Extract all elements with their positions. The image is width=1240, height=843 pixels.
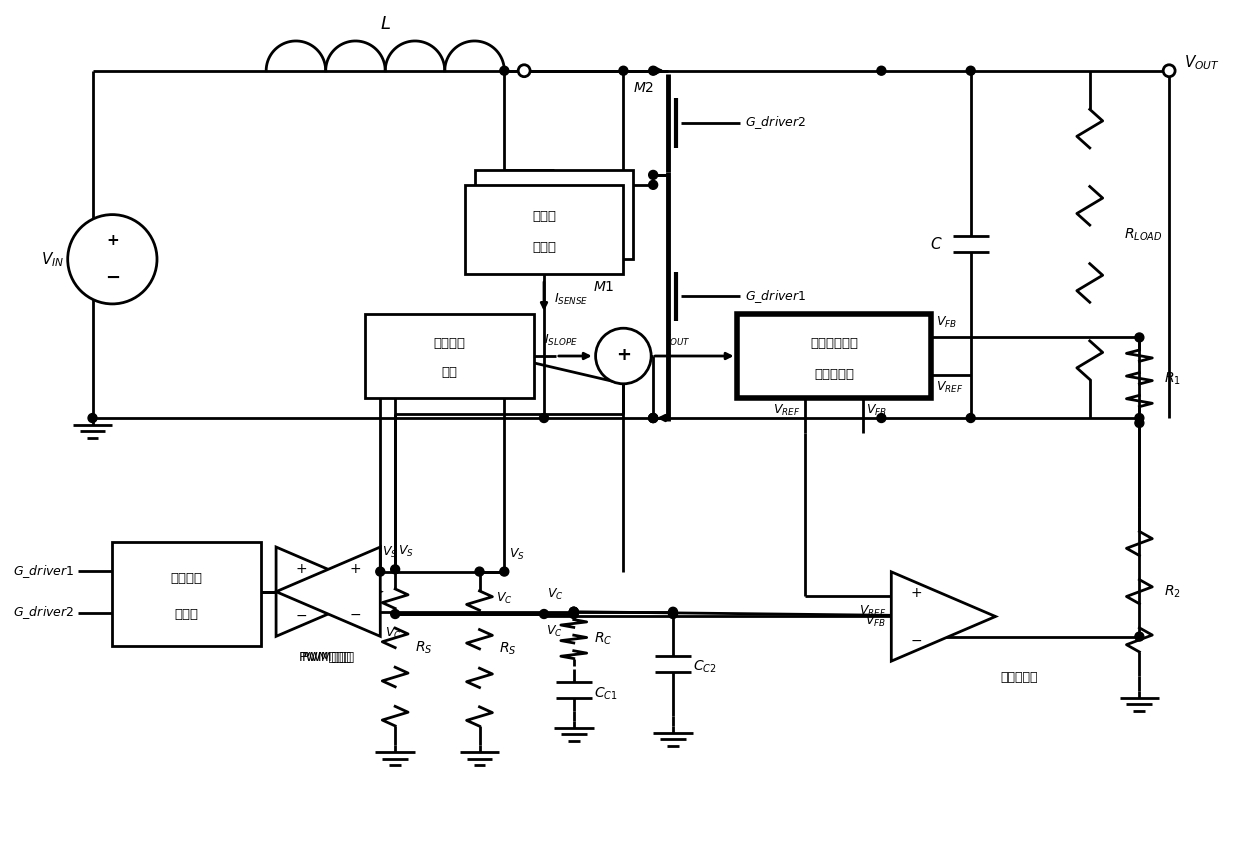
Text: $C$: $C$: [930, 236, 942, 252]
Circle shape: [619, 67, 627, 75]
Text: 斜坡补偿: 斜坡补偿: [434, 337, 466, 350]
Text: $G\_driver2$: $G\_driver2$: [14, 604, 74, 621]
Circle shape: [1135, 632, 1143, 641]
Text: $C_{C2}$: $C_{C2}$: [693, 658, 717, 674]
Text: $V_{REF}$: $V_{REF}$: [936, 379, 963, 395]
Text: 电流采: 电流采: [542, 195, 565, 207]
Circle shape: [1135, 414, 1143, 422]
Text: $V_{FB}$: $V_{FB}$: [867, 403, 888, 418]
Text: $V_C$: $V_C$: [546, 624, 562, 639]
Circle shape: [68, 215, 157, 304]
Text: $V_{REF}$: $V_{REF}$: [773, 403, 800, 418]
Polygon shape: [892, 572, 996, 661]
Text: $-$: $-$: [295, 608, 308, 622]
Text: $I_{SLOPE}$: $I_{SLOPE}$: [544, 333, 578, 348]
Text: 电路: 电路: [441, 367, 458, 379]
Circle shape: [569, 607, 578, 616]
Circle shape: [88, 414, 97, 422]
Circle shape: [966, 67, 975, 75]
Text: $R_S$: $R_S$: [500, 641, 517, 657]
Text: $V_{FB}$: $V_{FB}$: [866, 614, 887, 629]
Circle shape: [539, 609, 548, 619]
Circle shape: [569, 609, 578, 619]
Circle shape: [649, 170, 657, 180]
Bar: [366, 314, 534, 398]
Bar: [465, 185, 624, 274]
Text: $R_{LOAD}$: $R_{LOAD}$: [1125, 226, 1163, 243]
Circle shape: [500, 67, 508, 75]
Text: $V_{REF}$: $V_{REF}$: [859, 604, 887, 620]
Text: PWM比较器: PWM比较器: [301, 651, 355, 664]
Text: $+$: $+$: [350, 562, 362, 577]
Text: $V_{FB}$: $V_{FB}$: [936, 314, 957, 330]
Text: 样电路: 样电路: [532, 241, 556, 254]
Text: $R_S$: $R_S$: [415, 639, 433, 656]
Bar: [113, 542, 262, 647]
Circle shape: [391, 565, 399, 574]
Circle shape: [649, 414, 657, 422]
Text: $R_C$: $R_C$: [594, 631, 613, 647]
Circle shape: [500, 567, 508, 576]
Circle shape: [518, 65, 531, 77]
Text: $V_C$: $V_C$: [386, 626, 402, 641]
Circle shape: [376, 567, 384, 576]
Text: $V_S$: $V_S$: [398, 545, 414, 560]
Text: PWM比较器: PWM比较器: [299, 651, 352, 664]
Text: $G\_driver1$: $G\_driver1$: [745, 288, 807, 305]
Circle shape: [569, 607, 578, 616]
Text: $V_S$: $V_S$: [382, 545, 398, 560]
Polygon shape: [277, 547, 381, 636]
Text: $-$: $-$: [350, 607, 362, 621]
Text: 自适应瞬态响: 自适应瞬态响: [810, 337, 858, 350]
Circle shape: [1135, 418, 1143, 427]
Circle shape: [475, 567, 484, 576]
Text: $+$: $+$: [295, 561, 308, 576]
Text: $V_S$: $V_S$: [510, 546, 525, 561]
Text: $+$: $+$: [910, 587, 923, 600]
Circle shape: [649, 67, 657, 75]
Text: 误差放大器: 误差放大器: [1001, 671, 1038, 684]
Text: +: +: [616, 346, 631, 363]
Text: $V_C$: $V_C$: [496, 591, 512, 606]
Circle shape: [539, 414, 548, 422]
Circle shape: [649, 414, 657, 422]
Text: $L$: $L$: [379, 15, 391, 33]
Text: 电流采: 电流采: [532, 210, 556, 223]
Circle shape: [877, 67, 885, 75]
Circle shape: [1163, 65, 1176, 77]
Text: $V_{OUT}$: $V_{OUT}$: [1184, 53, 1220, 72]
Text: $M2$: $M2$: [632, 81, 653, 95]
Circle shape: [966, 414, 975, 422]
Circle shape: [391, 609, 399, 619]
Polygon shape: [277, 547, 381, 636]
Text: $V_{IN}$: $V_{IN}$: [41, 250, 64, 269]
Text: $I_{OUT}$: $I_{OUT}$: [666, 333, 691, 348]
Text: $C_{C1}$: $C_{C1}$: [594, 685, 618, 702]
Circle shape: [569, 607, 578, 616]
Text: 应优化电路: 应优化电路: [815, 368, 854, 381]
Bar: [738, 314, 931, 398]
Text: $-$: $-$: [910, 632, 923, 647]
Text: +: +: [105, 233, 119, 248]
Text: $G\_driver2$: $G\_driver2$: [745, 115, 807, 132]
Circle shape: [1135, 333, 1143, 342]
Circle shape: [668, 609, 677, 619]
Text: 动电路: 动电路: [175, 609, 198, 621]
Text: $R_1$: $R_1$: [1164, 370, 1180, 387]
Text: $M1$: $M1$: [593, 280, 614, 293]
Text: −: −: [105, 269, 120, 287]
Text: $G\_driver1$: $G\_driver1$: [14, 563, 74, 580]
Text: $I_{SENSE}$: $I_{SENSE}$: [554, 292, 588, 307]
Bar: [475, 170, 634, 260]
Circle shape: [649, 414, 657, 422]
Text: $R_2$: $R_2$: [1164, 583, 1180, 600]
Circle shape: [877, 414, 885, 422]
Text: 逻辑和驱: 逻辑和驱: [171, 572, 203, 585]
Text: 样电路: 样电路: [542, 226, 565, 239]
Circle shape: [649, 180, 657, 190]
Circle shape: [595, 328, 651, 384]
Circle shape: [668, 607, 677, 616]
Text: $V_C$: $V_C$: [547, 587, 564, 602]
